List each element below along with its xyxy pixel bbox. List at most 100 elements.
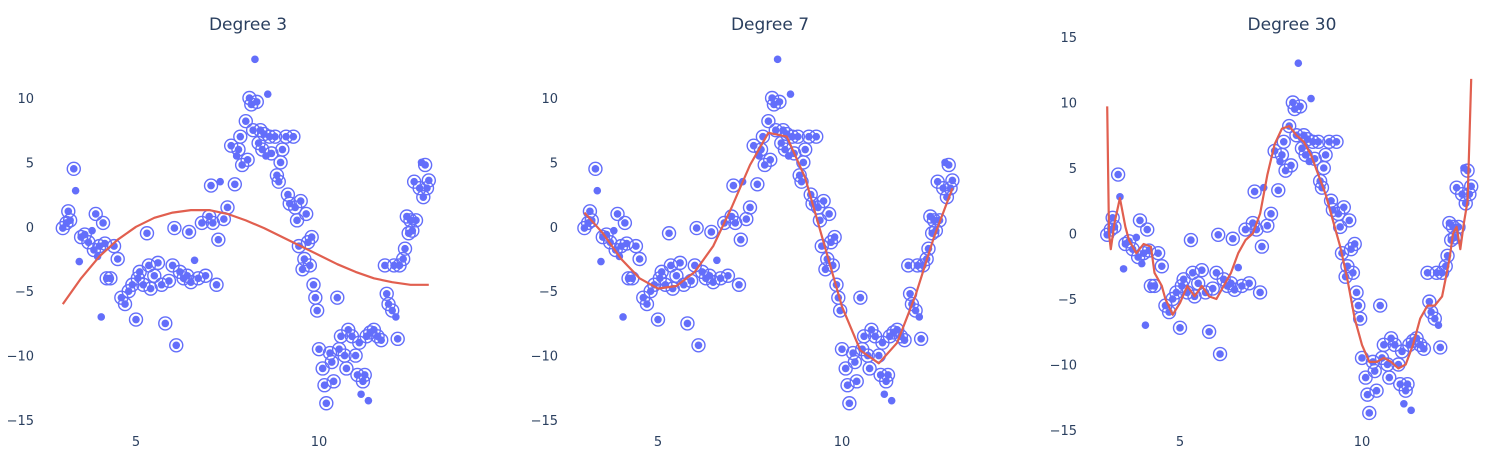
x-tick-label: 5 bbox=[132, 435, 140, 450]
data-point bbox=[667, 261, 675, 270]
point-ring bbox=[348, 348, 363, 363]
data-point bbox=[1208, 284, 1217, 293]
data-point bbox=[145, 261, 153, 270]
data-point bbox=[742, 215, 751, 223]
data-point bbox=[220, 215, 228, 223]
data-point bbox=[238, 161, 246, 169]
data-point bbox=[185, 228, 193, 236]
data-point bbox=[1432, 269, 1441, 277]
data-point bbox=[1356, 314, 1364, 323]
y-tick-label: 10 bbox=[17, 92, 34, 107]
data-point bbox=[412, 216, 420, 225]
point-ring bbox=[397, 241, 413, 256]
data-point bbox=[406, 216, 415, 225]
point-ring bbox=[88, 206, 103, 222]
data-point bbox=[419, 193, 428, 201]
data-point bbox=[278, 145, 287, 154]
data-point bbox=[1214, 231, 1223, 239]
y-tick-label: −15 bbox=[531, 414, 558, 429]
point-ring bbox=[1247, 184, 1262, 199]
point-ring bbox=[136, 277, 151, 292]
data-point bbox=[766, 156, 775, 164]
subplot-title: Degree 30 bbox=[1248, 15, 1337, 35]
point-ring bbox=[1227, 282, 1242, 298]
data-point bbox=[399, 255, 407, 263]
data-point bbox=[1116, 193, 1124, 201]
subplot-1: Degree 3 −15 −10 −5 0 5 10 5 10 bbox=[7, 15, 436, 450]
point-ring bbox=[680, 316, 695, 331]
data-point bbox=[764, 117, 773, 125]
data-point bbox=[781, 145, 789, 154]
point-ring bbox=[1132, 213, 1148, 228]
point-ring bbox=[763, 152, 778, 168]
data-point bbox=[101, 239, 109, 248]
point-ring bbox=[271, 174, 286, 189]
data-point bbox=[1350, 240, 1359, 248]
data-point bbox=[161, 319, 170, 328]
data-point bbox=[146, 284, 155, 293]
fit-line bbox=[61, 209, 429, 305]
point-ring bbox=[249, 94, 264, 110]
data-point bbox=[939, 184, 947, 192]
data-point bbox=[313, 306, 321, 315]
data-point bbox=[635, 255, 644, 263]
data-point bbox=[1358, 354, 1366, 362]
data-point bbox=[1325, 138, 1334, 146]
data-point bbox=[1376, 301, 1384, 310]
point-ring bbox=[267, 129, 283, 144]
data-point bbox=[904, 261, 913, 270]
data-point bbox=[410, 177, 418, 186]
data-point bbox=[1370, 367, 1379, 375]
data-point bbox=[1294, 59, 1303, 67]
data-point bbox=[643, 300, 651, 308]
data-point bbox=[749, 141, 758, 150]
data-point bbox=[1309, 138, 1317, 146]
data-point bbox=[1154, 249, 1162, 257]
data-point bbox=[311, 293, 320, 302]
point-ring bbox=[167, 220, 182, 236]
y-tick-label: −5 bbox=[539, 285, 558, 300]
x-tick-label: 10 bbox=[311, 435, 328, 450]
data-point bbox=[165, 277, 173, 285]
point-ring bbox=[416, 189, 431, 205]
data-point bbox=[1281, 166, 1290, 175]
y-tick-label: −5 bbox=[1058, 293, 1077, 308]
data-point bbox=[342, 364, 351, 373]
data-point bbox=[619, 313, 627, 321]
point-ring bbox=[1276, 134, 1291, 150]
data-point bbox=[731, 219, 740, 227]
point-ring bbox=[59, 215, 74, 231]
point-ring bbox=[798, 142, 813, 157]
point-ring bbox=[302, 258, 318, 273]
data-point bbox=[231, 180, 239, 189]
data-point bbox=[307, 233, 316, 241]
data-point bbox=[610, 226, 618, 235]
point-ring bbox=[1314, 180, 1330, 195]
point-ring bbox=[1271, 183, 1286, 198]
data-point bbox=[154, 259, 162, 267]
data-point bbox=[821, 265, 830, 274]
data-point bbox=[654, 315, 662, 324]
data-point bbox=[805, 132, 813, 141]
point-ring bbox=[610, 206, 625, 222]
data-point bbox=[1340, 203, 1348, 212]
point-ring bbox=[275, 142, 290, 157]
point-ring bbox=[233, 129, 248, 144]
data-point bbox=[1278, 151, 1286, 159]
data-point bbox=[1263, 221, 1272, 230]
point-ring bbox=[595, 229, 610, 245]
point-ring bbox=[733, 232, 748, 247]
point-ring bbox=[363, 325, 378, 340]
data-point bbox=[172, 341, 181, 350]
data-point bbox=[1249, 219, 1257, 227]
data-point bbox=[121, 300, 129, 308]
point-ring bbox=[1336, 200, 1352, 215]
data-point bbox=[694, 341, 703, 350]
data-point bbox=[1467, 182, 1475, 191]
point-ring bbox=[286, 129, 301, 144]
data-point bbox=[267, 149, 276, 158]
point-ring bbox=[816, 193, 831, 209]
point-ring bbox=[1342, 213, 1357, 228]
point-ring bbox=[661, 226, 677, 241]
